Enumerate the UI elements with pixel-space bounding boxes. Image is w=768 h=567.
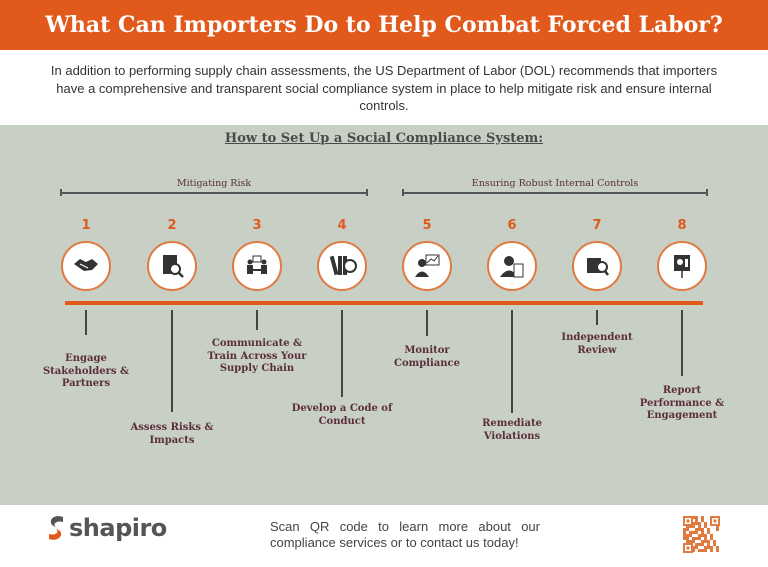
step-icon-circle <box>657 241 707 291</box>
logo-swoosh-icon <box>49 516 63 540</box>
meeting-icon <box>247 255 267 274</box>
step-connector <box>596 310 598 325</box>
step-label: Assess Risks & Impacts <box>130 422 214 446</box>
step-icon-circle <box>572 241 622 291</box>
group-label-mitigating-risk: Mitigating Risk <box>176 178 252 189</box>
cta-text: Scan QR code to learn more about our com… <box>270 519 540 550</box>
steps-panel <box>0 125 768 505</box>
step-icon-circle <box>402 241 452 291</box>
step-number: 2 <box>167 218 177 233</box>
step-label: Develop a Code of Conduct <box>291 403 393 427</box>
step-icon-circle <box>317 241 367 291</box>
box-magnifier-icon <box>587 258 609 276</box>
worker-checklist-icon <box>500 256 524 278</box>
step-connector <box>341 310 343 397</box>
step-label: Remediate Violations <box>482 418 542 442</box>
step-icon-circle <box>61 241 111 291</box>
step-connector <box>85 310 87 335</box>
step-label: Independent Review <box>561 332 633 356</box>
step-number: 8 <box>677 218 687 233</box>
step-connector <box>426 310 428 336</box>
step-icon-circle <box>147 241 197 291</box>
logo-text: shapiro <box>69 514 167 542</box>
step-icon-circle <box>487 241 537 291</box>
group-bracket <box>402 189 708 195</box>
section-title-text: How to Set Up a Social Compliance System… <box>224 131 544 146</box>
intro-text: In addition to performing supply chain a… <box>50 63 718 113</box>
step-connector <box>171 310 173 412</box>
step-label: Communicate & Train Across Your Supply C… <box>207 338 307 374</box>
step-connector <box>511 310 513 413</box>
step-label: Report Performance & Engagement <box>639 385 725 421</box>
document-magnifier-icon <box>163 255 184 278</box>
presentation-board-icon <box>674 255 690 278</box>
step-label: Engage Stakeholders & Partners <box>42 353 130 389</box>
step-number: 7 <box>592 218 602 233</box>
step-number: 4 <box>337 218 347 233</box>
shapiro-logo: shapiro <box>45 514 167 542</box>
step-label: Monitor Compliance <box>393 345 460 369</box>
group-label-internal-controls: Ensuring Robust Internal Controls <box>471 178 639 189</box>
timeline-line <box>65 301 703 305</box>
step-connector <box>681 310 683 376</box>
step-number: 3 <box>252 218 262 233</box>
step-connector <box>256 310 258 330</box>
step-number: 5 <box>422 218 432 233</box>
section-title: How to Set Up a Social Compliance System… <box>0 131 768 146</box>
binders-clock-icon <box>329 255 357 276</box>
step-icon-circle <box>232 241 282 291</box>
qr-code[interactable] <box>683 516 720 553</box>
page-title: What Can Importers Do to Help Combat For… <box>0 0 768 50</box>
person-chart-icon <box>415 254 440 277</box>
group-bracket <box>60 189 368 195</box>
handshake-icon <box>74 259 98 271</box>
step-number: 1 <box>81 218 91 233</box>
step-number: 6 <box>507 218 517 233</box>
